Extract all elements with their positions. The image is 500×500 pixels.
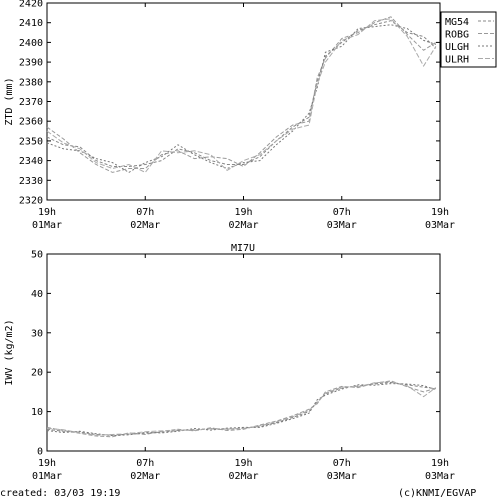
- chart2-x-tick-date-label: 03Mar: [327, 471, 357, 482]
- chart1-x-tick-label: 19h: [234, 207, 252, 218]
- chart1-y-tick-label: 2390: [19, 58, 43, 69]
- chart1-series-line-mg54: [46, 20, 437, 167]
- chart2-x-tick-label: 19h: [38, 458, 56, 469]
- chart1-legend-label: MG54: [445, 17, 469, 28]
- chart2-y-tick-label: 20: [31, 368, 43, 379]
- chart2-title: MI7U: [231, 243, 255, 254]
- chart1-y-tick-label: 2370: [19, 97, 43, 108]
- chart1-series-line-ulgh: [46, 24, 437, 173]
- chart2-x-tick-label: 19h: [234, 458, 252, 469]
- chart2-x-tick-date-label: 02Mar: [130, 471, 160, 482]
- chart1-y-axis-label: ZTD (mm): [4, 77, 15, 125]
- chart2-series-line-1: [46, 381, 436, 436]
- chart2-y-tick-label: 40: [31, 289, 43, 300]
- copyright-credit: (c)KNMI/EGVAP: [398, 488, 477, 499]
- chart1-x-tick-date-label: 03Mar: [425, 220, 455, 231]
- chart2-x-tick-label: 07h: [333, 458, 351, 469]
- chart1-y-tick-label: 2320: [19, 196, 43, 207]
- chart1-y-tick-label: 2340: [19, 156, 43, 167]
- chart1-legend-label: ROBG: [445, 30, 469, 41]
- chart1-series-line-ulrh: [46, 18, 437, 174]
- chart1-x-tick-label: 19h: [431, 207, 449, 218]
- chart2-y-tick-label: 30: [31, 328, 43, 339]
- chart1-plot-frame: [46, 2, 441, 201]
- chart2-x-tick-label: 07h: [136, 458, 154, 469]
- chart1-y-tick-label: 2420: [19, 0, 43, 10]
- chart1-y-tick-label: 2380: [19, 77, 43, 88]
- chart1-legend-label: ULGH: [445, 42, 469, 53]
- chart1-y-tick-label: 2360: [19, 117, 43, 128]
- chart1-series-line-robg: [46, 16, 437, 173]
- chart2-plot-frame: [46, 253, 441, 452]
- chart1-legend-box: [440, 11, 497, 68]
- chart2-y-axis-label: IWV (kg/m2): [4, 319, 15, 385]
- chart2-y-tick-label: 10: [31, 407, 43, 418]
- chart2-x-tick-date-label: 02Mar: [228, 471, 258, 482]
- chart1-y-tick-label: 2400: [19, 38, 43, 49]
- chart1-y-tick-label: 2330: [19, 176, 43, 187]
- chart1-x-tick-date-label: 03Mar: [327, 220, 357, 231]
- chart2-series-line-4: [46, 381, 437, 436]
- created-timestamp: created: 03/03 19:19: [0, 488, 121, 499]
- chart1-x-tick-date-label: 02Mar: [130, 220, 160, 231]
- chart1-y-tick-label: 2410: [19, 18, 43, 29]
- chart2-x-tick-date-label: 01Mar: [32, 471, 62, 482]
- chart1-y-tick-label: 2350: [19, 136, 43, 147]
- chart1-x-tick-label: 07h: [333, 207, 351, 218]
- chart1-legend-label: ULRH: [445, 55, 469, 66]
- chart2-x-tick-label: 19h: [431, 458, 449, 469]
- chart1-x-tick-label: 19h: [38, 207, 56, 218]
- chart1-x-tick-label: 07h: [136, 207, 154, 218]
- chart2-y-tick-label: 0: [37, 447, 43, 458]
- chart1-x-tick-date-label: 02Mar: [228, 220, 258, 231]
- chart2-x-tick-date-label: 03Mar: [425, 471, 455, 482]
- chart1-x-tick-date-label: 01Mar: [32, 220, 62, 231]
- chart2-y-tick-label: 50: [31, 250, 43, 261]
